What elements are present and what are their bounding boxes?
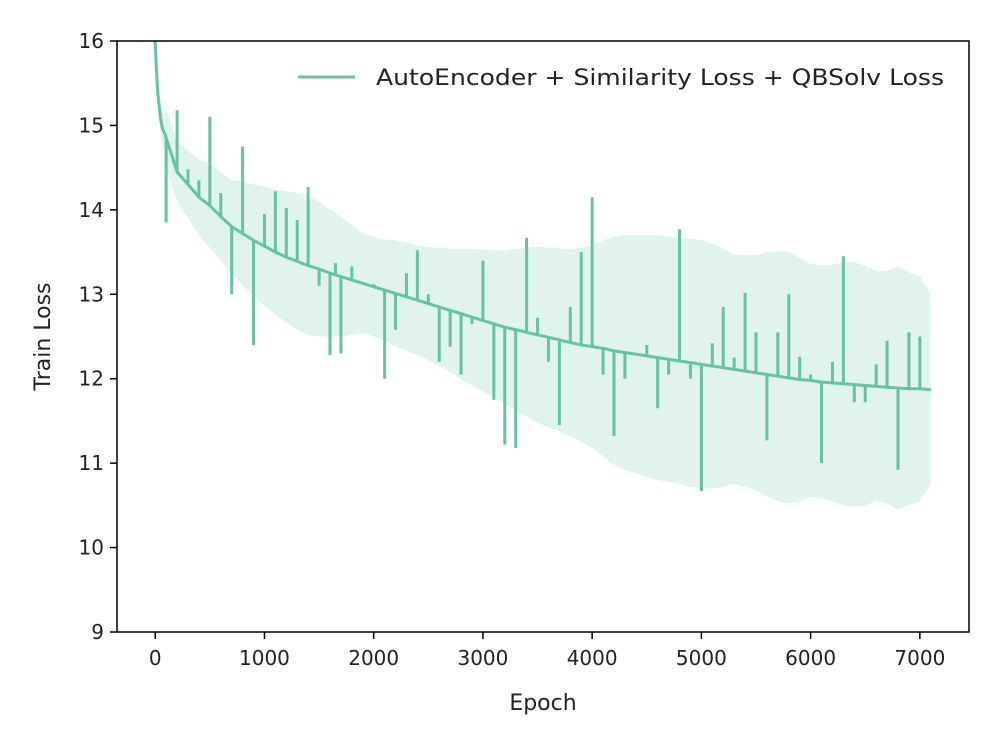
y-tick-label: 9 bbox=[91, 620, 104, 644]
x-tick-label: 2000 bbox=[348, 646, 399, 670]
legend-label: AutoEncoder + Similarity Loss + QBSolv L… bbox=[376, 66, 944, 91]
series-line-layer bbox=[153, 41, 931, 392]
legend: AutoEncoder + Similarity Loss + QBSolv L… bbox=[298, 66, 944, 91]
y-tick-label: 14 bbox=[79, 198, 104, 222]
y-tick-label: 10 bbox=[79, 536, 104, 560]
confidence-band bbox=[155, 41, 931, 510]
y-tick-label: 15 bbox=[79, 113, 104, 137]
spike-layer bbox=[164, 110, 922, 492]
y-tick-label: 11 bbox=[79, 451, 104, 475]
x-tick-label: 5000 bbox=[676, 646, 727, 670]
x-tick-label: 3000 bbox=[457, 646, 508, 670]
y-axis-ticks: 9 10 11 12 13 14 15 16 bbox=[79, 29, 117, 644]
x-tick-label: 1000 bbox=[239, 646, 290, 670]
x-axis-ticks: 0 1000 2000 3000 4000 5000 6000 7000 bbox=[149, 632, 945, 670]
y-tick-label: 12 bbox=[79, 367, 104, 391]
x-axis-label: Epoch bbox=[509, 691, 576, 716]
x-tick-label: 0 bbox=[149, 646, 162, 670]
plot-frame bbox=[116, 40, 970, 633]
y-tick-label: 13 bbox=[79, 282, 104, 306]
y-tick-label: 16 bbox=[79, 29, 104, 53]
x-tick-label: 7000 bbox=[894, 646, 945, 670]
series-line bbox=[153, 41, 931, 392]
y-axis-label: Train Loss bbox=[31, 282, 56, 391]
x-tick-label: 6000 bbox=[785, 646, 836, 670]
x-tick-label: 4000 bbox=[567, 646, 618, 670]
confidence-band-layer bbox=[155, 41, 931, 510]
